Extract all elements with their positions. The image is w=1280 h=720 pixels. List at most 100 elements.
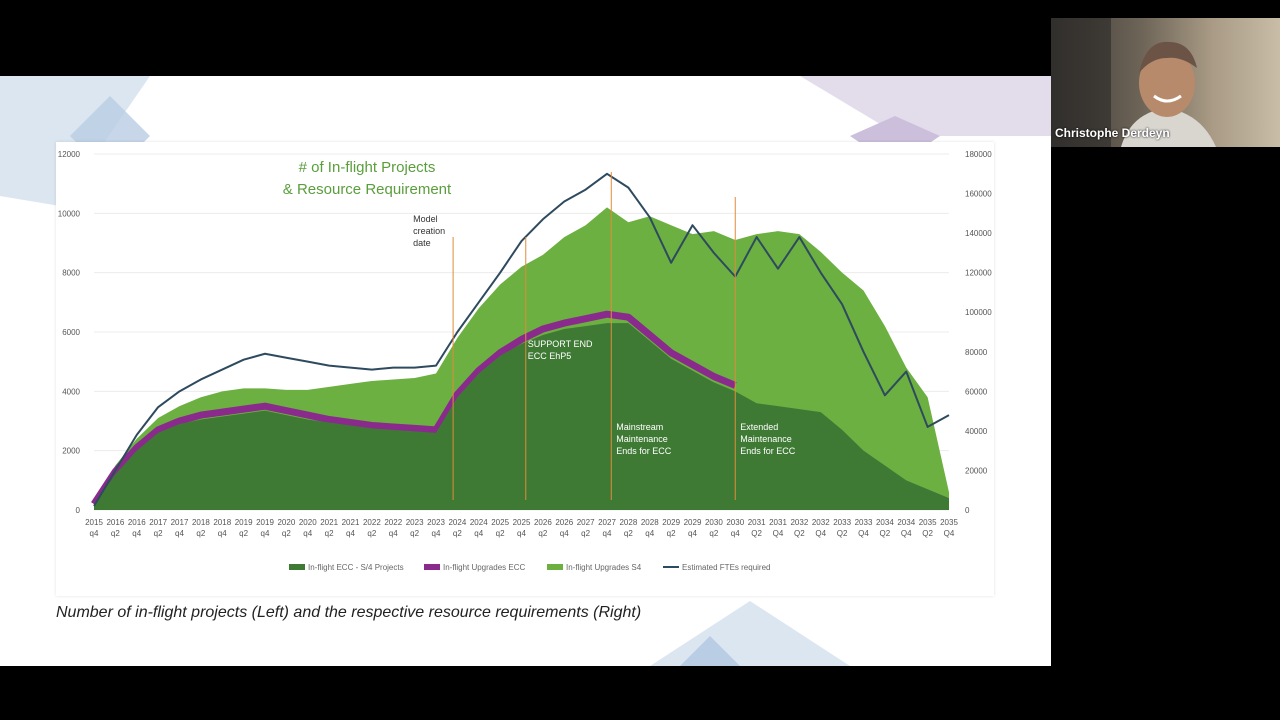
legend-label: In-flight Upgrades ECC xyxy=(443,563,525,572)
y-right-tick-label: 0 xyxy=(965,506,970,515)
axes: 0200040006000800010000120000200004000060… xyxy=(58,150,992,538)
x-tick-label: 2033 xyxy=(855,518,873,527)
participant-video[interactable]: Christophe Derdeyn xyxy=(1051,18,1280,147)
x-tick-label: Q2 xyxy=(794,529,805,538)
x-tick-label: 2018 xyxy=(192,518,210,527)
legend: In-flight ECC - S/4 Projects In-flight Up… xyxy=(289,563,770,572)
x-tick-label: q4 xyxy=(218,529,227,538)
x-tick-label: q4 xyxy=(132,529,141,538)
x-tick-label: q4 xyxy=(560,529,569,538)
x-tick-label: 2032 xyxy=(790,518,808,527)
x-tick-label: q2 xyxy=(496,529,505,538)
x-tick-label: q4 xyxy=(432,529,441,538)
y-left-tick-label: 4000 xyxy=(62,387,80,396)
in-flight-projects-chart: 0200040006000800010000120000200004000060… xyxy=(58,150,992,572)
x-tick-label: 2026 xyxy=(555,518,573,527)
x-tick-label: 2028 xyxy=(641,518,659,527)
y-left-tick-label: 8000 xyxy=(62,269,80,278)
x-tick-label: q4 xyxy=(645,529,654,538)
y-right-tick-label: 60000 xyxy=(965,387,988,396)
x-tick-label: 2022 xyxy=(363,518,381,527)
x-tick-label: q2 xyxy=(453,529,462,538)
x-tick-label: Q2 xyxy=(751,529,762,538)
legend-swatch xyxy=(289,564,305,570)
x-tick-label: q4 xyxy=(261,529,270,538)
x-tick-label: q2 xyxy=(196,529,205,538)
x-tick-label: 2020 xyxy=(299,518,317,527)
annotation-label: date xyxy=(413,238,431,248)
annotation-label: Model xyxy=(413,214,438,224)
x-tick-label: 2024 xyxy=(470,518,488,527)
x-tick-label: Q4 xyxy=(858,529,869,538)
x-tick-label: q4 xyxy=(688,529,697,538)
annotation-label: Ends for ECC xyxy=(616,446,672,456)
annotations: Model creation date SUPPORT END ECC EhP5 Main… xyxy=(413,214,796,456)
y-right-tick-label: 120000 xyxy=(965,269,992,278)
x-tick-label: 2020 xyxy=(277,518,295,527)
x-tick-label: 2025 xyxy=(513,518,531,527)
x-tick-label: q4 xyxy=(389,529,398,538)
annotation-label: Maintenance xyxy=(740,434,792,444)
y-right-tick-label: 160000 xyxy=(965,190,992,199)
x-tick-label: q4 xyxy=(731,529,740,538)
x-tick-label: 2033 xyxy=(833,518,851,527)
y-left-tick-label: 12000 xyxy=(58,150,81,159)
x-tick-label: 2019 xyxy=(256,518,274,527)
x-tick-label: q2 xyxy=(367,529,376,538)
series-in-flight-upgrades-ecc xyxy=(91,310,737,506)
x-tick-label: q2 xyxy=(581,529,590,538)
x-tick-label: q2 xyxy=(325,529,334,538)
x-tick-label: 2016 xyxy=(128,518,146,527)
x-tick-label: Q2 xyxy=(837,529,848,538)
participant-name: Christophe Derdeyn xyxy=(1055,126,1170,140)
y-left-tick-label: 10000 xyxy=(58,209,81,218)
x-tick-label: 2021 xyxy=(320,518,338,527)
x-tick-label: 2018 xyxy=(213,518,231,527)
x-tick-label: Q4 xyxy=(773,529,784,538)
y-right-tick-label: 180000 xyxy=(965,150,992,159)
legend-label: In-flight ECC - S/4 Projects xyxy=(308,563,404,572)
annotation-label: Mainstream xyxy=(616,422,663,432)
y-left-tick-label: 6000 xyxy=(62,328,80,337)
x-tick-label: 2023 xyxy=(406,518,424,527)
x-tick-label: 2015 xyxy=(85,518,103,527)
y-right-tick-label: 100000 xyxy=(965,308,992,317)
annotation-label: creation xyxy=(413,226,445,236)
decorative-shapes xyxy=(0,76,1051,666)
x-tick-label: 2021 xyxy=(342,518,360,527)
x-tick-label: 2019 xyxy=(235,518,253,527)
x-tick-label: 2029 xyxy=(662,518,680,527)
x-tick-label: 2029 xyxy=(684,518,702,527)
x-tick-label: q4 xyxy=(474,529,483,538)
x-tick-label: 2031 xyxy=(748,518,766,527)
milestone-lines xyxy=(452,172,736,500)
x-tick-label: 2017 xyxy=(149,518,167,527)
x-tick-label: Q4 xyxy=(944,529,955,538)
x-tick-label: q2 xyxy=(538,529,547,538)
x-tick-label: Q4 xyxy=(901,529,912,538)
x-tick-label: 2016 xyxy=(106,518,124,527)
annotation-label: ECC EhP5 xyxy=(528,351,572,361)
x-tick-label: q4 xyxy=(303,529,312,538)
x-tick-label: 2027 xyxy=(598,518,616,527)
annotation-label: SUPPORT END xyxy=(528,339,593,349)
x-tick-label: 2034 xyxy=(897,518,915,527)
x-tick-label: 2027 xyxy=(577,518,595,527)
x-tick-label: 2035 xyxy=(919,518,937,527)
series-estimated-ftes-required xyxy=(93,172,950,507)
legend-label: In-flight Upgrades S4 xyxy=(566,563,642,572)
y-right-tick-label: 80000 xyxy=(965,348,988,357)
x-tick-label: 2034 xyxy=(876,518,894,527)
series-areas xyxy=(91,172,950,510)
x-tick-label: q4 xyxy=(346,529,355,538)
x-tick-label: q2 xyxy=(709,529,718,538)
x-tick-label: 2031 xyxy=(769,518,787,527)
x-tick-label: q4 xyxy=(603,529,612,538)
x-tick-label: Q4 xyxy=(815,529,826,538)
x-tick-label: Q2 xyxy=(922,529,933,538)
x-tick-label: 2025 xyxy=(491,518,509,527)
x-tick-label: 2032 xyxy=(812,518,830,527)
chart-caption: Number of in-flight projects (Left) and … xyxy=(56,604,642,621)
x-tick-label: 2030 xyxy=(726,518,744,527)
x-tick-label: 2023 xyxy=(427,518,445,527)
